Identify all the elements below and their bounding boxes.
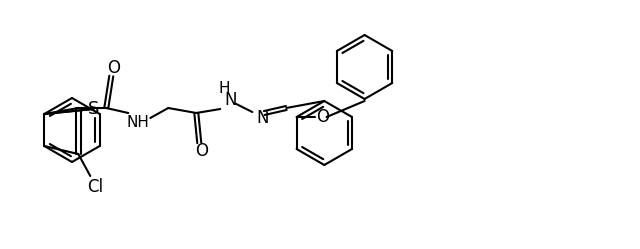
Text: NH: NH bbox=[127, 115, 150, 129]
Text: N: N bbox=[224, 91, 237, 109]
Text: Cl: Cl bbox=[87, 178, 103, 196]
Text: O: O bbox=[316, 108, 329, 126]
Text: O: O bbox=[195, 142, 208, 160]
Text: O: O bbox=[107, 59, 120, 77]
Text: H: H bbox=[218, 80, 230, 96]
Text: N: N bbox=[256, 109, 269, 127]
Text: S: S bbox=[88, 100, 99, 118]
